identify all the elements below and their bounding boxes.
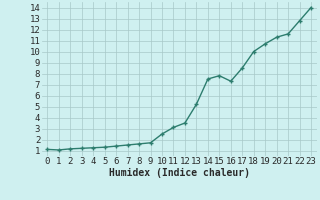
X-axis label: Humidex (Indice chaleur): Humidex (Indice chaleur) [109,168,250,178]
